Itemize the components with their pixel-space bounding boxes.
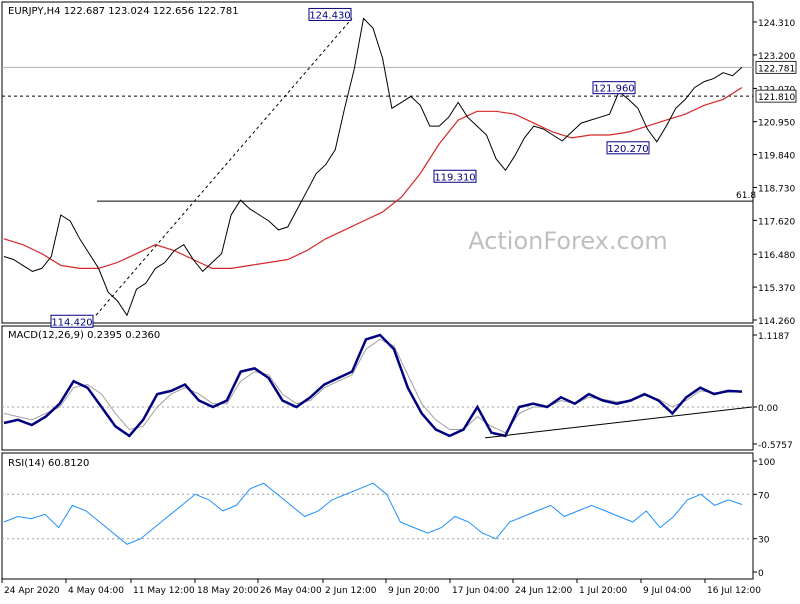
macd-y-tick-label: 1.1187	[758, 332, 790, 342]
rsi-y-tick-label: 30	[758, 536, 770, 546]
x-tick-label: 2 Jun 12:00	[325, 586, 377, 596]
annotation-label: 124.430	[309, 10, 350, 21]
x-tick-label: 18 May 20:00	[197, 586, 259, 596]
x-tick-label: 26 May 04:00	[260, 586, 322, 596]
x-tick-label: 1 Jul 20:00	[579, 586, 628, 596]
last-value-box	[755, 89, 797, 103]
macd-title: MACD(12,26,9) 0.2395 0.2360	[8, 330, 160, 341]
macd-signal-line	[3, 338, 743, 434]
last-value-box	[755, 60, 797, 74]
x-tick-label: 9 Jun 20:00	[388, 586, 440, 596]
watermark: ActionForex.com	[468, 227, 668, 255]
price-y-tick-label: 124.310	[758, 19, 795, 29]
rsi-series-group	[2, 482, 753, 545]
rsi-y-tick-label: 70	[758, 491, 770, 501]
price-y-tick-label: 118.730	[758, 184, 795, 194]
rsi-y-tick-label: 100	[758, 458, 775, 468]
annotation-label: 119.310	[434, 172, 475, 183]
rsi-panel	[1, 452, 754, 580]
annotation-box	[433, 169, 477, 183]
x-tick-label: 17 Jun 04:00	[452, 586, 509, 596]
x-tick-label: 9 Jul 04:00	[643, 586, 692, 596]
price-panel	[1, 1, 754, 324]
price-series-group: 61.8 124.430 114.420 119.310 121.960 120.270	[2, 7, 756, 328]
price-y-tick-label: 114.260	[758, 317, 795, 327]
rsi-y-tick-label: 0	[758, 569, 764, 579]
macd-series-group	[2, 333, 753, 439]
x-tick-label: 4 May 04:00	[68, 586, 124, 596]
axes-group: 124.310123.200122.070120.950119.840118.7…	[1, 19, 797, 596]
rsi-line	[3, 482, 743, 545]
price-title: EURJPY,H4 122.687 123.024 122.656 122.78…	[8, 6, 239, 17]
macd-panel	[1, 325, 754, 451]
rsi-title: RSI(14) 60.8120	[8, 458, 89, 469]
last-value-marker: 121.810	[755, 89, 797, 103]
annotation-label: 120.270	[607, 144, 648, 155]
macd-trendline	[484, 406, 753, 439]
last-value-label: 121.810	[758, 93, 795, 103]
x-tick-label: 16 Jul 12:00	[707, 586, 761, 596]
annotation-label: 121.960	[593, 84, 634, 95]
dashed-trend-line	[95, 18, 353, 316]
moving-average-line	[3, 86, 743, 269]
x-tick-label: 11 May 12:00	[133, 586, 195, 596]
annotation-box	[606, 141, 650, 155]
price-y-tick-label: 123.200	[758, 52, 795, 62]
x-tick-label: 24 Apr 2020	[4, 586, 60, 596]
fib-label: 61.8	[736, 191, 756, 201]
annotation-box	[592, 81, 636, 95]
macd-y-tick-label: 0.00	[758, 404, 778, 414]
annotation-box	[50, 314, 94, 328]
macd-line	[3, 333, 743, 438]
price-y-tick-label: 119.840	[758, 152, 795, 162]
price-y-tick-label: 116.480	[758, 251, 795, 261]
annotation-box	[308, 7, 352, 21]
last-value-label: 122.781	[758, 64, 795, 74]
price-y-tick-label: 117.620	[758, 217, 795, 227]
last-value-marker: 122.781	[755, 60, 797, 74]
macd-y-tick-label: -0.5757	[758, 441, 793, 451]
x-tick-label: 24 Jun 12:00	[515, 586, 572, 596]
price-y-tick-label: 115.370	[758, 284, 795, 294]
annotation-label: 114.420	[51, 317, 92, 328]
price-y-tick-label: 120.950	[758, 119, 795, 129]
